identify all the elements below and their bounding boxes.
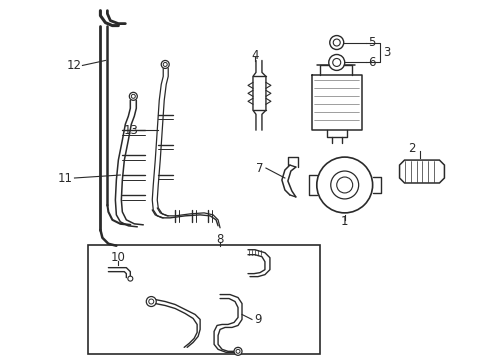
- Text: 3: 3: [383, 46, 390, 59]
- Circle shape: [127, 276, 133, 281]
- Circle shape: [328, 54, 344, 71]
- Text: 5: 5: [367, 36, 374, 49]
- Circle shape: [146, 297, 156, 306]
- Text: 6: 6: [367, 56, 374, 69]
- Circle shape: [234, 347, 242, 355]
- Text: 4: 4: [251, 49, 258, 62]
- Text: 2: 2: [407, 141, 414, 155]
- Text: 13: 13: [123, 124, 138, 137]
- Text: 7: 7: [256, 162, 264, 175]
- Circle shape: [129, 92, 137, 100]
- Text: 1: 1: [340, 215, 348, 228]
- Text: 12: 12: [66, 59, 81, 72]
- Bar: [88, 245, 319, 354]
- Circle shape: [316, 157, 372, 213]
- Text: 10: 10: [111, 251, 125, 264]
- Text: 9: 9: [253, 313, 261, 326]
- Text: 11: 11: [58, 171, 72, 185]
- Circle shape: [329, 36, 343, 50]
- Text: 8: 8: [216, 233, 224, 246]
- Circle shape: [161, 60, 169, 68]
